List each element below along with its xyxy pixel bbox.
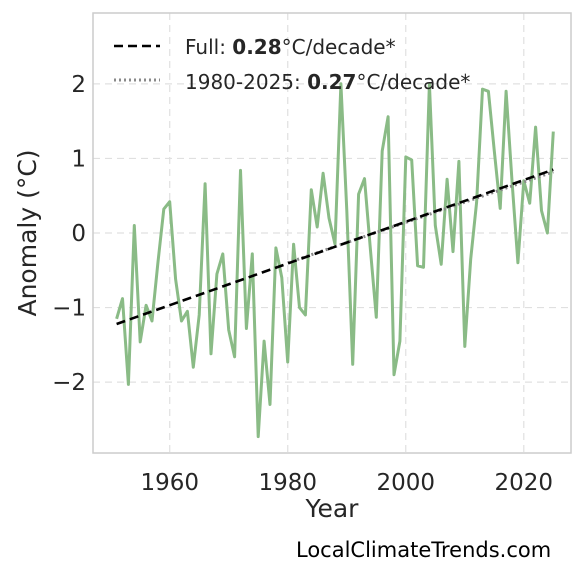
y-tick-label: −2 bbox=[52, 370, 86, 396]
y-tick-label: 1 bbox=[71, 146, 86, 172]
y-tick-label: 0 bbox=[71, 221, 86, 247]
legend-recent-label: 1980-2025: 0.27°C/decade* bbox=[185, 70, 470, 94]
y-axis-title: Anomaly (°C) bbox=[13, 149, 42, 316]
x-tick-label: 1960 bbox=[140, 470, 199, 496]
x-tick-label: 2020 bbox=[495, 470, 554, 496]
y-axis-ticks: −2 −1 0 1 2 bbox=[52, 72, 86, 396]
y-tick-label: 2 bbox=[71, 72, 86, 98]
anomaly-series-line bbox=[115, 82, 555, 439]
x-tick-label: 2000 bbox=[376, 470, 435, 496]
y-tick-label: −1 bbox=[52, 296, 86, 322]
x-axis-ticks: 1960 1980 2000 2020 bbox=[140, 470, 553, 496]
plot-frame bbox=[92, 12, 572, 454]
x-axis-title: Year bbox=[305, 494, 360, 523]
legend-full-label: Full: 0.28°C/decade* bbox=[185, 35, 396, 59]
trend-line-full bbox=[116, 168, 554, 326]
x-tick-label: 1980 bbox=[258, 470, 317, 496]
legend: Full: 0.28°C/decade* 1980-2025: 0.27°C/d… bbox=[114, 35, 470, 94]
grid bbox=[93, 13, 571, 453]
site-watermark: LocalClimateTrends.com bbox=[296, 538, 552, 562]
